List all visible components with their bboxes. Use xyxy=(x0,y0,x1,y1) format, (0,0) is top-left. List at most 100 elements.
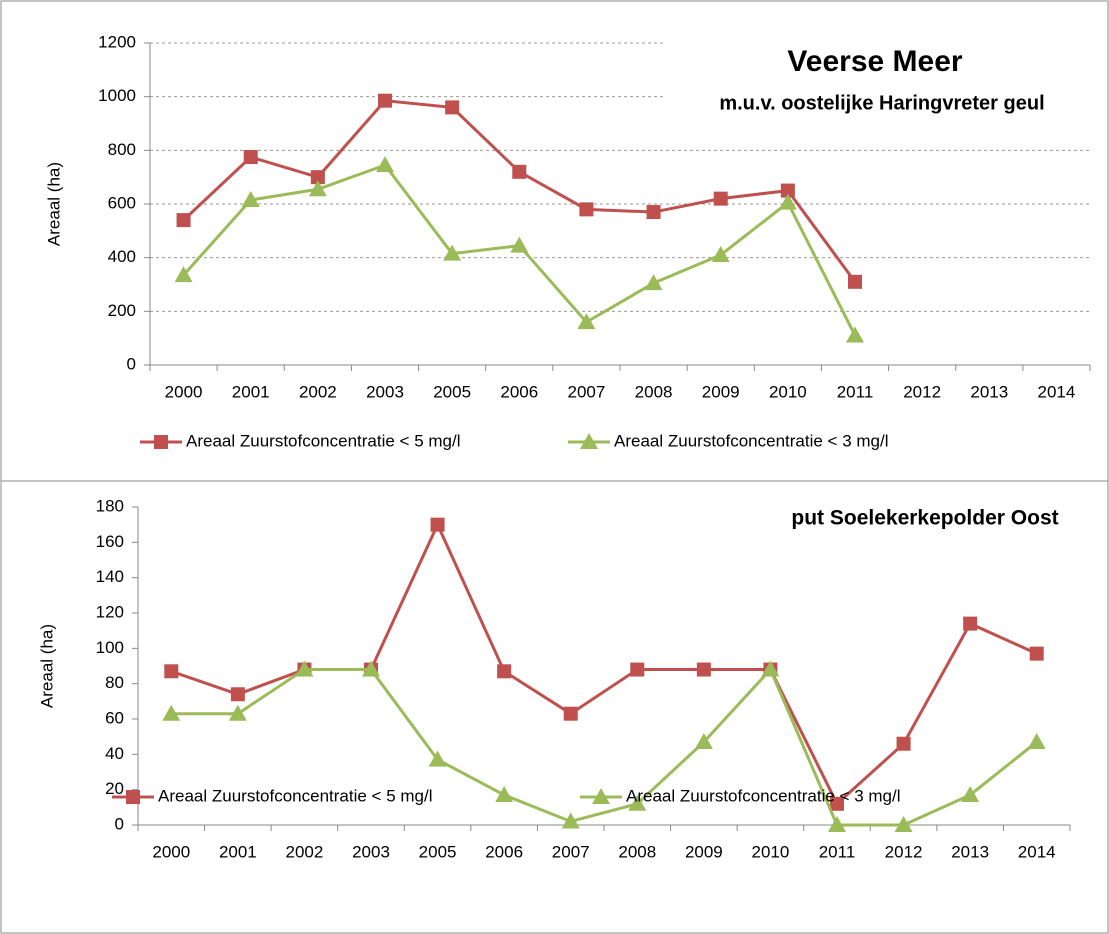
x-tick-label: 2005 xyxy=(419,842,457,861)
x-tick-label: 2008 xyxy=(618,842,656,861)
point xyxy=(896,736,911,751)
x-tick-label: 2006 xyxy=(485,842,523,861)
legend-marker xyxy=(592,788,610,804)
y-tick-label: 160 xyxy=(96,532,124,551)
y-tick-label: 1200 xyxy=(98,32,136,51)
chart-subtitle: m.u.v. oostelijke Haringvreter geul xyxy=(719,92,1044,114)
x-tick-label: 2001 xyxy=(219,842,257,861)
point xyxy=(428,750,447,767)
legend-label: Areaal Zuurstofconcentratie < 3 mg/l xyxy=(626,786,901,805)
point xyxy=(830,796,844,811)
legend-label: Areaal Zuurstofconcentratie < 5 mg/l xyxy=(158,786,433,805)
point xyxy=(848,274,862,289)
point xyxy=(430,517,445,532)
point xyxy=(243,150,258,165)
x-tick-label: 2011 xyxy=(837,382,874,401)
panel xyxy=(0,480,1109,934)
point xyxy=(711,245,730,262)
y-tick-label: 80 xyxy=(105,673,124,692)
point xyxy=(761,660,780,677)
point xyxy=(495,785,514,802)
x-tick-label: 2013 xyxy=(970,382,1008,401)
point xyxy=(563,706,578,721)
point xyxy=(310,170,325,185)
point xyxy=(445,100,460,115)
x-tick-label: 2012 xyxy=(885,842,923,861)
x-tick-label: 2000 xyxy=(165,382,203,401)
title-box xyxy=(665,40,1105,130)
x-tick-label: 2001 xyxy=(232,382,270,401)
x-tick-label: 2005 xyxy=(433,382,471,401)
point xyxy=(164,664,179,679)
x-tick-label: 2009 xyxy=(685,842,723,861)
point xyxy=(241,190,260,207)
point xyxy=(561,812,580,829)
y-tick-label: 600 xyxy=(108,193,136,212)
y-tick-label: 800 xyxy=(108,140,136,159)
legend-marker xyxy=(126,790,140,804)
point xyxy=(510,236,529,253)
x-tick-label: 2006 xyxy=(500,382,538,401)
y-tick-label: 400 xyxy=(108,247,136,266)
point xyxy=(628,794,647,811)
point xyxy=(694,732,713,749)
legend-label: Areaal Zuurstofconcentratie < 3 mg/l xyxy=(614,431,889,450)
x-tick-label: 2009 xyxy=(702,382,740,401)
point xyxy=(630,662,645,677)
y-tick-label: 0 xyxy=(115,814,124,833)
point xyxy=(696,662,711,677)
y-tick-label: 180 xyxy=(96,496,124,515)
point xyxy=(713,191,728,206)
point xyxy=(646,205,661,220)
point xyxy=(780,183,795,198)
point xyxy=(1029,646,1044,661)
y-tick-label: 40 xyxy=(105,744,124,763)
x-tick-label: 2002 xyxy=(299,382,337,401)
x-tick-label: 2010 xyxy=(752,842,790,861)
x-tick-label: 2010 xyxy=(769,382,807,401)
x-tick-label: 2002 xyxy=(286,842,324,861)
x-tick-label: 2014 xyxy=(1018,842,1056,861)
point xyxy=(174,266,193,283)
point xyxy=(961,785,980,802)
x-tick-label: 2003 xyxy=(352,842,390,861)
point xyxy=(1027,732,1046,749)
point xyxy=(162,704,181,721)
y-tick-label: 100 xyxy=(96,638,124,657)
y-tick-label: 20 xyxy=(105,779,124,798)
y-tick-label: 200 xyxy=(108,301,136,320)
point xyxy=(963,616,978,631)
y-tick-label: 0 xyxy=(127,354,136,373)
y-tick-label: 60 xyxy=(105,708,124,727)
y-tick-label: 1000 xyxy=(98,86,136,105)
point xyxy=(497,664,512,679)
x-tick-label: 2013 xyxy=(951,842,989,861)
point xyxy=(376,156,394,173)
x-tick-label: 2000 xyxy=(152,842,190,861)
legend-marker xyxy=(154,435,168,449)
x-tick-label: 2007 xyxy=(552,842,590,861)
point xyxy=(295,660,314,677)
x-tick-label: 2007 xyxy=(568,382,606,401)
chart-title: Veerse Meer xyxy=(787,45,962,78)
x-tick-label: 2003 xyxy=(366,382,404,401)
x-tick-label: 2012 xyxy=(903,382,941,401)
point xyxy=(644,274,663,291)
x-tick-label: 2011 xyxy=(819,842,856,861)
point xyxy=(579,202,594,217)
y-tick-label: 120 xyxy=(96,602,124,621)
x-tick-label: 2014 xyxy=(1038,382,1076,401)
point xyxy=(228,704,247,721)
series-line xyxy=(171,666,1038,827)
chart-title: put Soelekerkepolder Oost xyxy=(791,507,1058,530)
point xyxy=(577,313,596,330)
point xyxy=(846,326,864,343)
point xyxy=(308,180,327,197)
legend-marker xyxy=(580,433,598,449)
point xyxy=(176,213,191,228)
point xyxy=(230,687,245,702)
point xyxy=(512,164,527,179)
point xyxy=(778,193,797,210)
x-tick-label: 2008 xyxy=(635,382,673,401)
